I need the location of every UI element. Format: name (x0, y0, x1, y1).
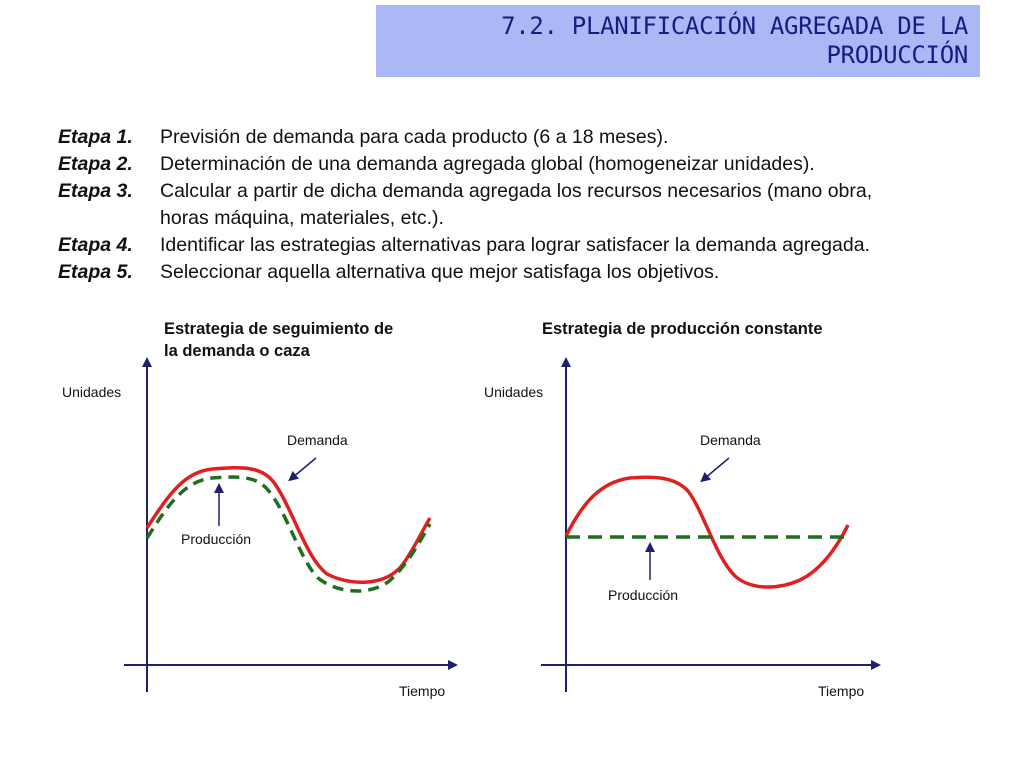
chase-production-label: Producción (181, 531, 252, 547)
chase-diagram (124, 357, 458, 692)
level-demand-label: Demanda (700, 432, 761, 448)
stage-label: Etapa 1. (58, 126, 133, 148)
stage-label: Etapa 4. (58, 234, 133, 256)
level-demand-curve (564, 475, 850, 589)
chase-x-axis-label: Tiempo (399, 683, 446, 699)
stage-text: Determinación de una demanda agregada gl… (160, 153, 815, 175)
stage-label: Etapa 5. (58, 261, 133, 283)
stage-text: Identificar las estrategias alternativas… (160, 234, 870, 256)
stage-5: Etapa 5. Seleccionar aquella alternativa… (58, 259, 1008, 286)
chase-demand-pointer (288, 457, 317, 482)
chase-strategy-title: Estrategia de seguimiento de la demanda … (164, 320, 394, 360)
stage-text: Previsión de demanda para cada producto … (160, 126, 669, 148)
stage-text: Seleccionar aquella alternativa que mejo… (160, 261, 720, 283)
stage-3: Etapa 3. Calcular a partir de dicha dema… (58, 178, 1008, 232)
page-title-line-1: 7.2. PLANIFICACIÓN AGREGADA DE LA (501, 12, 968, 40)
stage-label: Etapa 3. (58, 180, 133, 202)
level-y-axis-label: Unidades (484, 384, 544, 400)
stages-list: Etapa 1. Previsión de demanda para cada … (58, 124, 1008, 286)
stage-4: Etapa 4. Identificar las estrategias alt… (58, 232, 1008, 259)
level-diagram (541, 357, 881, 692)
stage-text: Calcular a partir de dicha demanda agreg… (160, 180, 873, 229)
level-demand-pointer (700, 457, 730, 483)
page-title-line-2: PRODUCCIÓN (826, 41, 969, 69)
level-strategy-title: Estrategia de producción constante (542, 320, 823, 338)
stage-1: Etapa 1. Previsión de demanda para cada … (58, 124, 1008, 151)
chase-y-axis-label: Unidades (62, 384, 122, 400)
stage-label: Etapa 2. (58, 153, 133, 175)
chase-demand-curve (145, 466, 432, 584)
stage-2: Etapa 2. Determinación de una demanda ag… (58, 151, 1008, 178)
chase-production-curve (145, 475, 432, 593)
level-x-axis-label: Tiempo (818, 683, 865, 699)
title-banner: 7.2. PLANIFICACIÓN AGREGADA DE LA PRODUC… (376, 5, 980, 77)
chase-demand-label: Demanda (287, 432, 348, 448)
level-production-label: Producción (608, 587, 679, 603)
